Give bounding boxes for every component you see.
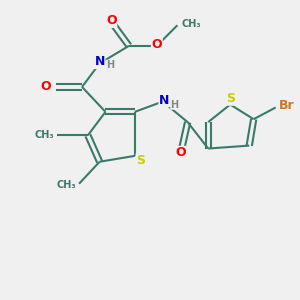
Text: H: H bbox=[170, 100, 178, 110]
Text: O: O bbox=[175, 146, 186, 159]
Text: O: O bbox=[106, 14, 117, 27]
Text: H: H bbox=[106, 60, 114, 70]
Text: N: N bbox=[94, 56, 105, 68]
Text: S: S bbox=[226, 92, 235, 105]
Text: O: O bbox=[152, 38, 162, 51]
Text: O: O bbox=[40, 80, 51, 93]
Text: Br: Br bbox=[279, 100, 294, 112]
Text: CH₃: CH₃ bbox=[182, 19, 201, 29]
Text: CH₃: CH₃ bbox=[34, 130, 54, 140]
Text: N: N bbox=[159, 94, 169, 106]
Text: CH₃: CH₃ bbox=[56, 180, 76, 190]
Text: S: S bbox=[136, 154, 145, 167]
